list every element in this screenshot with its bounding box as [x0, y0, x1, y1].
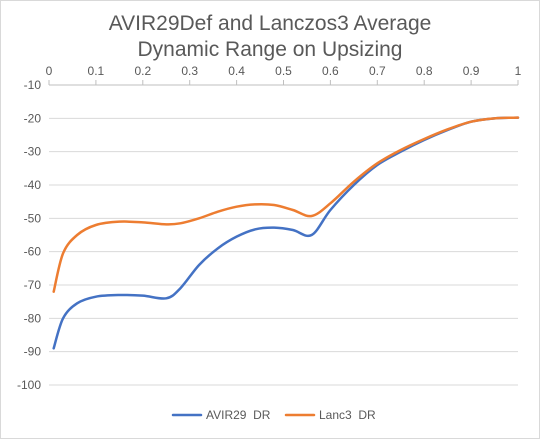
chart-title: AVIR29Def and Lanczos3 Average Dynamic R…: [1, 11, 539, 63]
legend-label: Lanc3 DR: [319, 408, 376, 422]
series-line-lanc3: [52, 116, 520, 293]
y-tick-label: -20: [24, 111, 42, 125]
x-tick-label: 0.8: [416, 64, 433, 78]
legend-label: AVIR29 DR: [206, 408, 271, 422]
y-tick-label: -70: [24, 278, 42, 292]
x-tick-label: 1: [515, 64, 522, 78]
x-tick-label: 0.6: [322, 64, 339, 78]
series-line-avir29: [52, 116, 520, 350]
y-tick-label: -10: [24, 78, 42, 92]
x-tick-label: 0.4: [228, 64, 245, 78]
chart-title-line-2: Dynamic Range on Upsizing: [137, 38, 403, 61]
x-tick-label: 0.3: [181, 64, 198, 78]
x-tick-label: 0.1: [88, 64, 105, 78]
x-tick-label: 0: [46, 64, 53, 78]
x-tick-label: 0.5: [275, 64, 292, 78]
x-tick-label: 0.7: [369, 64, 386, 78]
y-tick-label: -80: [24, 311, 42, 325]
x-tick-label: 0.2: [134, 64, 151, 78]
y-tick-label: -50: [24, 211, 42, 225]
y-tick-label: -100: [17, 378, 41, 392]
y-tick-label: -40: [24, 178, 42, 192]
x-tick-label: 0.9: [463, 64, 480, 78]
y-tick-label: -30: [24, 145, 42, 159]
chart-title-line-1: AVIR29Def and Lanczos3 Average: [108, 12, 432, 35]
y-tick-label: -60: [24, 245, 42, 259]
y-tick-label: -90: [24, 345, 42, 359]
